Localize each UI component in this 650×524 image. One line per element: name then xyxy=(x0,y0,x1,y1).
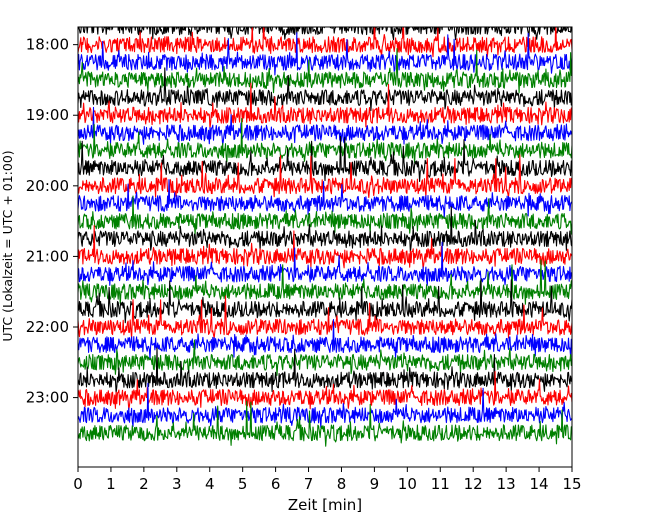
trace-line xyxy=(78,382,572,429)
trace-line xyxy=(78,318,572,359)
x-tick-label: 10 xyxy=(398,475,417,493)
y-axis: 18:00 19:00 20:00 21:00 22:00 23:00 xyxy=(26,36,78,407)
trace-line xyxy=(78,259,572,305)
trace-line xyxy=(78,347,572,394)
x-axis-label: Zeit [min] xyxy=(288,496,362,514)
trace-line xyxy=(78,206,572,253)
x-tick-label: 7 xyxy=(304,475,314,493)
trace-line xyxy=(78,225,572,270)
x-tick-label: 15 xyxy=(562,475,581,493)
x-tick-label: 5 xyxy=(238,475,248,493)
x-tick-label: 0 xyxy=(73,475,83,493)
trace-line xyxy=(78,295,572,339)
trace-line xyxy=(78,48,572,94)
y-tick-label: 22:00 xyxy=(26,318,69,336)
trace-line xyxy=(78,241,572,286)
x-tick-label: 4 xyxy=(205,475,215,493)
x-tick-label: 9 xyxy=(370,475,380,493)
x-tick-label: 2 xyxy=(139,475,149,493)
y-axis-label: UTC (Lokalzeit = UTC + 01:00) xyxy=(0,150,15,341)
trace-line xyxy=(78,154,572,198)
y-tick-label: 20:00 xyxy=(26,177,69,195)
trace-line xyxy=(78,32,572,76)
trace-line xyxy=(78,82,572,129)
trace-line xyxy=(78,371,572,411)
trace-line xyxy=(78,400,572,447)
trace-line xyxy=(78,179,572,218)
y-tick-label: 19:00 xyxy=(26,106,69,124)
trace-line xyxy=(78,278,572,324)
x-axis: 0 1 2 3 4 5 6 7 8 9 10 11 12 13 14 15 xyxy=(73,467,582,493)
x-tick-label: 12 xyxy=(464,475,483,493)
trace-line xyxy=(78,27,572,41)
x-tick-label: 14 xyxy=(530,475,549,493)
x-tick-label: 6 xyxy=(271,475,281,493)
trace-line xyxy=(78,339,572,376)
trace-line xyxy=(78,135,572,183)
x-tick-label: 11 xyxy=(431,475,450,493)
y-tick-label: 21:00 xyxy=(26,247,69,265)
trace-line xyxy=(78,195,572,235)
trace-line xyxy=(78,67,572,112)
trace-line xyxy=(78,27,572,58)
y-tick-label: 23:00 xyxy=(26,389,69,407)
x-tick-label: 8 xyxy=(337,475,347,493)
x-tick-label: 1 xyxy=(106,475,116,493)
y-tick-label: 18:00 xyxy=(26,36,69,54)
seismic-traces xyxy=(78,27,572,447)
x-tick-label: 13 xyxy=(497,475,516,493)
plot-frame xyxy=(77,26,573,468)
x-tick-label: 3 xyxy=(172,475,182,493)
trace-line xyxy=(78,118,572,164)
